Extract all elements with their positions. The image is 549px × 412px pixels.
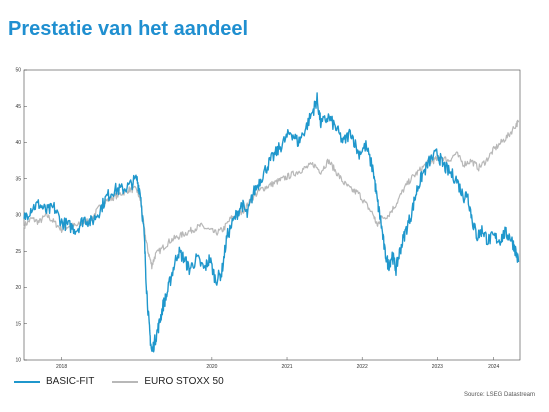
y-tick-label: 20 bbox=[15, 285, 21, 291]
legend-item-basic-fit: BASIC-FIT bbox=[14, 376, 94, 387]
series-line-euro-stoxx-50 bbox=[23, 119, 520, 270]
x-tick-label: 2022 bbox=[357, 364, 368, 370]
series-line-basic-fit bbox=[23, 92, 520, 353]
legend-swatch-euro-stoxx-50 bbox=[112, 380, 139, 383]
page-title: Prestatie van het aandeel bbox=[8, 18, 249, 40]
y-tick-label: 45 bbox=[15, 104, 21, 110]
x-tick-label: 2020 bbox=[206, 364, 217, 370]
legend-label-euro-stoxx-50: EURO STOXX 50 bbox=[144, 376, 224, 387]
x-tick-label: 2021 bbox=[281, 364, 292, 370]
source-note: Source: LSEG Datastream bbox=[463, 392, 535, 398]
y-tick-label: 30 bbox=[15, 213, 21, 219]
legend-item-euro-stoxx-50: EURO STOXX 50 bbox=[112, 376, 224, 387]
y-tick-label: 35 bbox=[15, 176, 21, 182]
y-tick-label: 10 bbox=[15, 358, 21, 364]
legend-swatch-basic-fit bbox=[14, 380, 40, 383]
legend-label-basic-fit: BASIC-FIT bbox=[46, 376, 95, 387]
x-tick-label: 2024 bbox=[488, 364, 499, 370]
y-tick-label: 50 bbox=[15, 68, 21, 74]
y-tick-label: 15 bbox=[15, 321, 21, 327]
x-tick-label: 2018 bbox=[56, 364, 67, 370]
legend: BASIC-FIT EURO STOXX 50 bbox=[14, 376, 242, 387]
y-tick-label: 25 bbox=[15, 249, 21, 255]
x-tick-label: 2023 bbox=[432, 364, 443, 370]
y-tick-label: 40 bbox=[15, 140, 21, 146]
